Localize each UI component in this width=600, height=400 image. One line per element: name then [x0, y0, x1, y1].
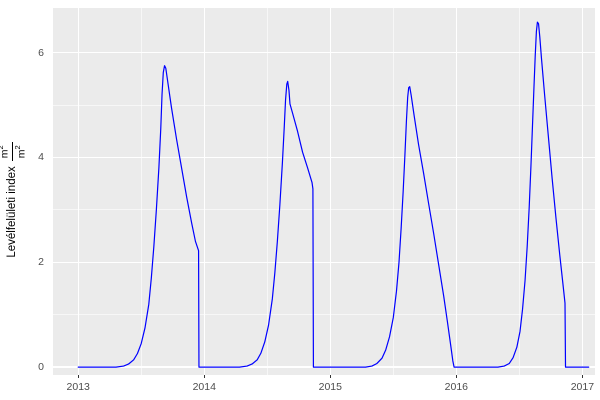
series-path	[77, 21, 590, 368]
y-tick-label: 0	[38, 361, 44, 374]
x-tick-mark	[582, 375, 584, 378]
grid-line-major-v	[329, 8, 331, 375]
x-tick-mark	[78, 375, 80, 378]
x-tick-mark	[456, 375, 458, 378]
plot-panel	[53, 8, 595, 375]
grid-line-minor-v	[266, 8, 268, 375]
x-tick-mark	[330, 375, 332, 378]
line-series	[77, 21, 590, 368]
grid-line-major-v	[203, 8, 205, 375]
x-tick-label: 2016	[444, 381, 469, 393]
x-tick-mark	[204, 375, 206, 378]
grid-line-minor-v	[140, 8, 142, 375]
grid-line-major-v	[581, 8, 584, 375]
grid-line-minor-h	[53, 104, 595, 106]
x-tick-label: 2015	[318, 381, 342, 393]
grid-line-minor-v	[518, 8, 520, 375]
grid-line-major-h	[53, 156, 595, 159]
grid-line-major-h	[53, 261, 595, 263]
grid-line-major-v	[455, 8, 458, 375]
grid-line-major-v	[77, 8, 79, 375]
y-axis-ticks: 0 2 4 6	[8, 0, 57, 400]
grid-line-major-h	[53, 51, 595, 54]
y-tick-label: 2	[38, 256, 44, 269]
y-tick-label: 6	[38, 46, 44, 59]
x-tick-label: 2017	[570, 381, 595, 393]
x-tick-label: 2013	[66, 381, 90, 393]
grid-line-minor-v	[392, 8, 394, 375]
grid-line-minor-h	[53, 314, 595, 316]
grid-line-minor-h	[53, 209, 595, 211]
y-tick-label: 4	[38, 151, 44, 164]
x-tick-label: 2014	[192, 381, 216, 393]
